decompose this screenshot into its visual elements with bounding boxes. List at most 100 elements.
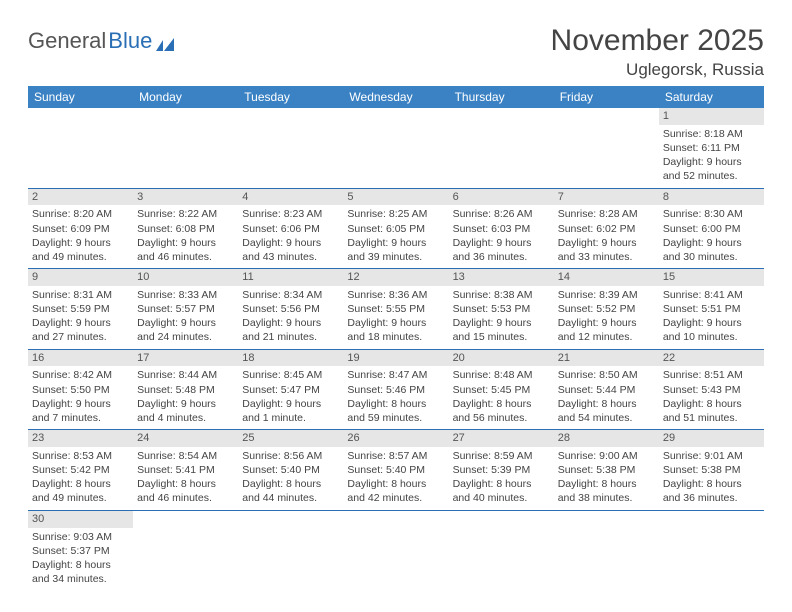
day-number: 5 <box>343 189 448 206</box>
day-cell: 10 Sunrise: 8:33 AMSunset: 5:57 PMDayligh… <box>133 269 238 350</box>
day-info: Sunrise: 8:50 AMSunset: 5:44 PMDaylight:… <box>558 368 655 425</box>
day-info: Sunrise: 8:42 AMSunset: 5:50 PMDaylight:… <box>32 368 129 425</box>
day-info: Sunrise: 9:03 AMSunset: 5:37 PMDaylight:… <box>32 530 129 587</box>
day-info: Sunrise: 8:18 AMSunset: 6:11 PMDaylight:… <box>663 127 760 184</box>
day-cell: 26Sunrise: 8:57 AMSunset: 5:40 PMDayligh… <box>343 430 448 511</box>
weekday-header: Monday <box>133 86 238 108</box>
calendar-row: 16Sunrise: 8:42 AMSunset: 5:50 PMDayligh… <box>28 349 764 430</box>
empty-cell <box>133 108 238 188</box>
day-cell: 25Sunrise: 8:56 AMSunset: 5:40 PMDayligh… <box>238 430 343 511</box>
day-info: Sunrise: 8:39 AMSunset: 5:52 PMDaylight:… <box>558 288 655 345</box>
day-cell: 24Sunrise: 8:54 AMSunset: 5:41 PMDayligh… <box>133 430 238 511</box>
day-number: 21 <box>554 350 659 367</box>
day-number: 17 <box>133 350 238 367</box>
day-number: 18 <box>238 350 343 367</box>
day-info: Sunrise: 8:38 AMSunset: 5:53 PMDaylight:… <box>453 288 550 345</box>
day-number: 16 <box>28 350 133 367</box>
calendar-row: 9 Sunrise: 8:31 AMSunset: 5:59 PMDaylight… <box>28 269 764 350</box>
month-title: November 2025 <box>551 24 764 58</box>
day-info: Sunrise: 8:26 AMSunset: 6:03 PMDaylight:… <box>453 207 550 264</box>
weekday-header: Wednesday <box>343 86 448 108</box>
calendar-row: 1Sunrise: 8:18 AMSunset: 6:11 PMDaylight… <box>28 108 764 188</box>
empty-cell <box>238 108 343 188</box>
day-cell: 30 Sunrise: 9:03 AMSunset: 5:37 PMDayligh… <box>28 510 133 590</box>
calendar-row: 2Sunrise: 8:20 AMSunset: 6:09 PMDaylight… <box>28 188 764 269</box>
day-number: 3 <box>133 189 238 206</box>
day-cell: 28Sunrise: 9:00 AMSunset: 5:38 PMDayligh… <box>554 430 659 511</box>
day-cell: 15 Sunrise: 8:41 AMSunset: 5:51 PMDayligh… <box>659 269 764 350</box>
day-info: Sunrise: 8:53 AMSunset: 5:42 PMDaylight:… <box>32 449 129 506</box>
day-cell: 20Sunrise: 8:48 AMSunset: 5:45 PMDayligh… <box>449 349 554 430</box>
day-info: Sunrise: 8:59 AMSunset: 5:39 PMDaylight:… <box>453 449 550 506</box>
day-number: 20 <box>449 350 554 367</box>
day-number: 2 <box>28 189 133 206</box>
day-number: 7 <box>554 189 659 206</box>
day-cell: 12Sunrise: 8:36 AMSunset: 5:55 PMDayligh… <box>343 269 448 350</box>
brand-logo: GeneralBlue <box>28 28 176 54</box>
empty-cell <box>659 510 764 590</box>
day-info: Sunrise: 8:25 AMSunset: 6:05 PMDaylight:… <box>347 207 444 264</box>
day-cell: 16Sunrise: 8:42 AMSunset: 5:50 PMDayligh… <box>28 349 133 430</box>
day-number: 27 <box>449 430 554 447</box>
day-cell: 19Sunrise: 8:47 AMSunset: 5:46 PMDayligh… <box>343 349 448 430</box>
day-number: 29 <box>659 430 764 447</box>
day-cell: 1Sunrise: 8:18 AMSunset: 6:11 PMDaylight… <box>659 108 764 188</box>
day-number: 15 <box>659 269 764 286</box>
day-info: Sunrise: 8:48 AMSunset: 5:45 PMDaylight:… <box>453 368 550 425</box>
empty-cell <box>449 510 554 590</box>
day-info: Sunrise: 8:23 AMSunset: 6:06 PMDaylight:… <box>242 207 339 264</box>
day-number: 12 <box>343 269 448 286</box>
flag-icon <box>156 33 176 49</box>
day-cell: 7Sunrise: 8:28 AMSunset: 6:02 PMDaylight… <box>554 188 659 269</box>
day-info: Sunrise: 8:51 AMSunset: 5:43 PMDaylight:… <box>663 368 760 425</box>
day-number: 22 <box>659 350 764 367</box>
day-info: Sunrise: 8:31 AMSunset: 5:59 PMDaylight:… <box>32 288 129 345</box>
day-info: Sunrise: 8:56 AMSunset: 5:40 PMDaylight:… <box>242 449 339 506</box>
weekday-header: Thursday <box>449 86 554 108</box>
day-cell: 29 Sunrise: 9:01 AMSunset: 5:38 PMDayligh… <box>659 430 764 511</box>
day-info: Sunrise: 8:22 AMSunset: 6:08 PMDaylight:… <box>137 207 234 264</box>
weekday-header: Sunday <box>28 86 133 108</box>
day-number: 14 <box>554 269 659 286</box>
day-number: 13 <box>449 269 554 286</box>
day-info: Sunrise: 8:41 AMSunset: 5:51 PMDaylight:… <box>663 288 760 345</box>
day-info: Sunrise: 8:30 AMSunset: 6:00 PMDaylight:… <box>663 207 760 264</box>
empty-cell <box>343 510 448 590</box>
day-number: 10 <box>133 269 238 286</box>
day-cell: 8Sunrise: 8:30 AMSunset: 6:00 PMDaylight… <box>659 188 764 269</box>
brand-text-blue: Blue <box>108 28 152 54</box>
day-info: Sunrise: 8:33 AMSunset: 5:57 PMDaylight:… <box>137 288 234 345</box>
day-cell: 13 Sunrise: 8:38 AMSunset: 5:53 PMDayligh… <box>449 269 554 350</box>
day-number: 24 <box>133 430 238 447</box>
day-info: Sunrise: 8:20 AMSunset: 6:09 PMDaylight:… <box>32 207 129 264</box>
day-cell: 11Sunrise: 8:34 AMSunset: 5:56 PMDayligh… <box>238 269 343 350</box>
day-cell: 14 Sunrise: 8:39 AMSunset: 5:52 PMDayligh… <box>554 269 659 350</box>
day-info: Sunrise: 9:01 AMSunset: 5:38 PMDaylight:… <box>663 449 760 506</box>
day-cell: 3Sunrise: 8:22 AMSunset: 6:08 PMDaylight… <box>133 188 238 269</box>
calendar-table: SundayMondayTuesdayWednesdayThursdayFrid… <box>28 86 764 590</box>
day-info: Sunrise: 9:00 AMSunset: 5:38 PMDaylight:… <box>558 449 655 506</box>
brand-text-general: General <box>28 28 106 54</box>
day-number: 23 <box>28 430 133 447</box>
title-block: November 2025 Uglegorsk, Russia <box>551 24 764 80</box>
day-cell: 4Sunrise: 8:23 AMSunset: 6:06 PMDaylight… <box>238 188 343 269</box>
calendar-row: 30 Sunrise: 9:03 AMSunset: 5:37 PMDayligh… <box>28 510 764 590</box>
empty-cell <box>238 510 343 590</box>
day-cell: 22Sunrise: 8:51 AMSunset: 5:43 PMDayligh… <box>659 349 764 430</box>
day-number: 26 <box>343 430 448 447</box>
day-info: Sunrise: 8:45 AMSunset: 5:47 PMDaylight:… <box>242 368 339 425</box>
day-cell: 6Sunrise: 8:26 AMSunset: 6:03 PMDaylight… <box>449 188 554 269</box>
day-number: 9 <box>28 269 133 286</box>
header: GeneralBlue November 2025 Uglegorsk, Rus… <box>28 24 764 80</box>
calendar-row: 23 Sunrise: 8:53 AMSunset: 5:42 PMDayligh… <box>28 430 764 511</box>
day-number: 4 <box>238 189 343 206</box>
day-cell: 21Sunrise: 8:50 AMSunset: 5:44 PMDayligh… <box>554 349 659 430</box>
day-number: 11 <box>238 269 343 286</box>
day-number: 30 <box>28 511 133 528</box>
weekday-header: Saturday <box>659 86 764 108</box>
day-info: Sunrise: 8:44 AMSunset: 5:48 PMDaylight:… <box>137 368 234 425</box>
day-number: 6 <box>449 189 554 206</box>
empty-cell <box>554 108 659 188</box>
day-number: 8 <box>659 189 764 206</box>
empty-cell <box>343 108 448 188</box>
